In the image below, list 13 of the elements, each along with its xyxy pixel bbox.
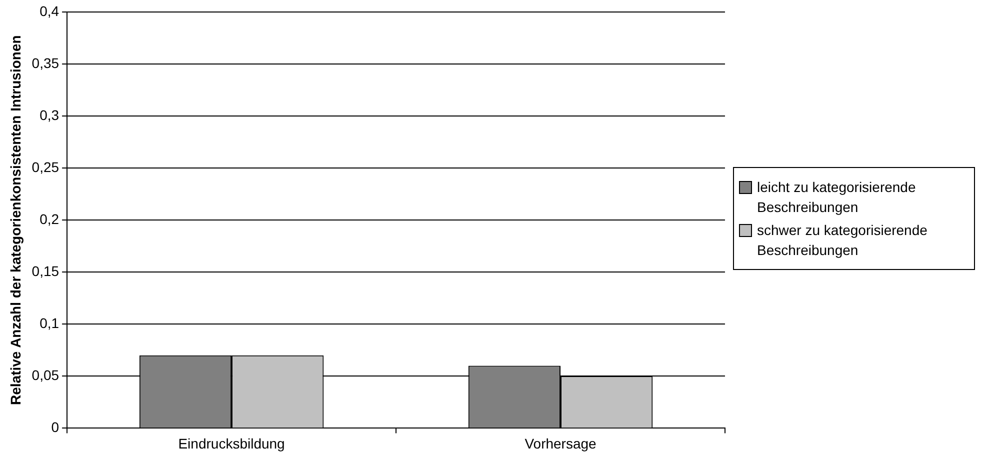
legend-label: schwer zu kategorisierende Beschreibungen bbox=[757, 220, 928, 260]
y-tick-label: 0,15 bbox=[32, 262, 60, 279]
y-tick-label: 0,4 bbox=[40, 2, 60, 19]
y-tick-label: 0,25 bbox=[32, 158, 60, 175]
y-tick-label: 0,3 bbox=[40, 106, 60, 123]
y-tick-label: 0,2 bbox=[40, 210, 60, 227]
y-tick-label: 0,05 bbox=[32, 367, 60, 384]
y-axis-title: Relative Anzahl der kategorienkonsistenten Intrusionen bbox=[7, 35, 24, 405]
y-tick-label: 0,35 bbox=[32, 54, 60, 71]
y-tick-label: 0 bbox=[51, 419, 60, 436]
y-tick-label: 0,1 bbox=[40, 315, 60, 332]
x-tick-label: Eindrucksbildung bbox=[178, 435, 285, 452]
x-tick-label: Vorhersage bbox=[524, 435, 597, 452]
